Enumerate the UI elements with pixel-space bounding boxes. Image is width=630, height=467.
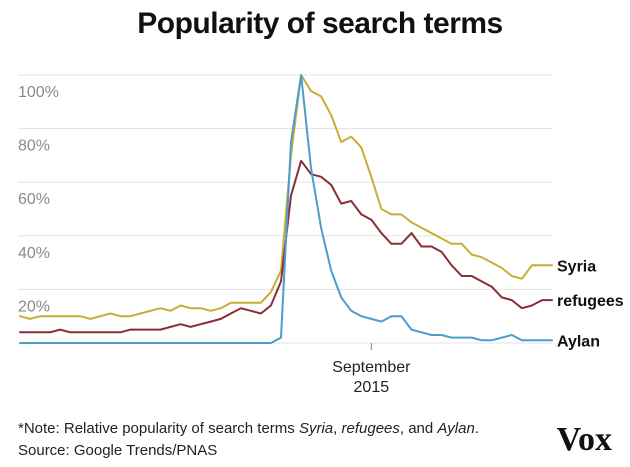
vox-logo: Vox (557, 421, 612, 458)
chart-note: *Note: Relative popularity of search ter… (18, 420, 479, 437)
note-sep-2: , and (400, 420, 438, 437)
y-tick-label-60: 60% (18, 191, 50, 208)
note-sep-1: , (333, 420, 341, 437)
series-line-aylan (19, 74, 553, 344)
note-term-refugees: refugees (342, 420, 401, 437)
chart-source: Source: Google Trends/PNAS (18, 442, 217, 459)
x-axis-ticks: September2015October2015 (332, 343, 411, 396)
y-tick-label-80: 80% (18, 138, 50, 155)
y-tick-label-40: 40% (18, 245, 50, 262)
note-suffix: . (475, 420, 479, 437)
note-term-syria: Syria (299, 420, 333, 437)
note-term-aylan: Aylan (436, 420, 474, 437)
series-lines (19, 74, 553, 344)
x-tick-label-0: September (332, 359, 411, 376)
series-label-syria: Syria (557, 258, 596, 275)
y-tick-label-100: 100% (18, 84, 59, 101)
note-prefix: *Note: Relative popularity of search ter… (18, 420, 299, 437)
y-tick-label-20: 20% (18, 298, 50, 315)
series-labels: Syria refugees Aylan (557, 258, 624, 350)
series-line-syria (19, 74, 553, 320)
x-tick-year-0: 2015 (354, 379, 390, 396)
chart-title: Popularity of search terms (137, 7, 502, 40)
grid (18, 74, 552, 344)
series-label-refugees: refugees (557, 293, 624, 310)
y-axis-ticks: 100% 80% 60% 40% 20% (18, 84, 59, 315)
series-label-aylan: Aylan (557, 333, 600, 350)
